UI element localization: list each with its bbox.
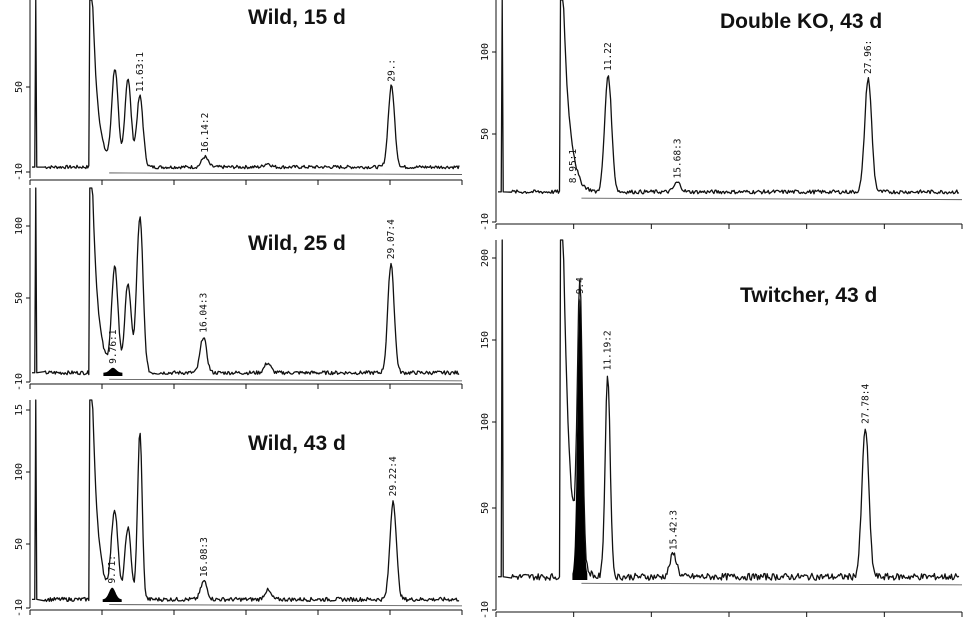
y-tick-label: -10: [480, 601, 491, 619]
panel-wild-25d: -10 50 100 9.76:1 16.04:3 29.07:4 Wild, 25 d: [14, 187, 463, 391]
peak-label: 29.07:4: [386, 219, 397, 259]
peak-label: 15.68:3: [672, 138, 683, 178]
panel-wild-15d: -10 50 11.63:1 16.14:2 29.: Wild, 15 d: [14, 0, 463, 185]
panel-title: Double KO, 43 d: [720, 10, 882, 33]
integration-baseline: [109, 604, 463, 607]
shaded-peak-area: [102, 587, 122, 602]
peak-label: 16.08:3: [199, 537, 210, 577]
peak-label: 29.:: [386, 59, 397, 82]
chromatogram-trace: [498, 0, 960, 195]
peak-label: 16.04:3: [198, 293, 209, 333]
peak-label: 29.22:4: [388, 456, 399, 496]
y-tick-label: 100: [14, 463, 25, 481]
panel-title: Twitcher, 43 d: [740, 284, 877, 307]
integration-baseline: [581, 197, 963, 201]
peak-label: 15.42:3: [668, 510, 679, 550]
panel-double-ko-43d: -10 50 100 8.95:1 11.22 15.68:3 27.96: Double K…: [480, 0, 963, 231]
chromatogram-trace: [498, 239, 960, 581]
integration-baseline: [581, 582, 963, 586]
peak-label: 11.19:2: [603, 330, 614, 370]
peak-label: 11.63:1: [135, 52, 146, 92]
peak-label: 8.95:1: [568, 149, 579, 184]
y-tick-label: 50: [14, 538, 25, 550]
y-tick-label: 100: [480, 43, 491, 61]
chromatogram-trace: [32, 187, 460, 376]
panel-title: Wild, 15 d: [248, 6, 346, 29]
peak-label: 27.78:4: [860, 383, 871, 423]
peak-label: 16.14:2: [200, 113, 211, 153]
shaded-peak-area: [103, 367, 123, 376]
peak-label: 9.76:1: [108, 329, 119, 364]
y-tick-label: 50: [480, 502, 491, 514]
integration-baseline: [109, 172, 463, 175]
peak-label: 27.96:: [863, 40, 874, 74]
peak-label: 9.4: [575, 277, 586, 294]
panel-title: Wild, 43 d: [248, 432, 346, 455]
chromatogram-trace: [32, 399, 460, 603]
y-tick-label: 150: [480, 331, 491, 349]
y-tick-label: -10: [480, 213, 491, 231]
y-tick-label: 50: [14, 81, 25, 93]
y-tick-label: 15: [14, 404, 25, 416]
y-tick-label: 100: [14, 217, 25, 235]
panel-twitcher-43d: -10 50 100 150 200 9.4 11.19:2 15.42:3 27.78:4 Tw…: [480, 239, 963, 619]
peak-label: 11.22: [603, 42, 614, 71]
y-tick-label: 200: [480, 249, 491, 267]
y-tick-label: -10: [14, 163, 25, 181]
panel-title: Wild, 25 d: [248, 232, 346, 255]
shaded-peak-area: [572, 298, 588, 580]
y-tick-label: 50: [14, 292, 25, 304]
y-tick-label: -10: [14, 373, 25, 391]
y-tick-label: -10: [14, 599, 25, 617]
panel-wild-43d: -10 50 100 15 9.71: 16.08:3 29.22:4 Wild, 43 d: [14, 399, 463, 617]
integration-baseline: [109, 378, 463, 382]
peak-label: 9.71:: [107, 555, 118, 584]
y-tick-label: 100: [480, 413, 491, 431]
chromatogram-trace: [32, 0, 460, 170]
y-tick-label: 50: [480, 128, 491, 140]
